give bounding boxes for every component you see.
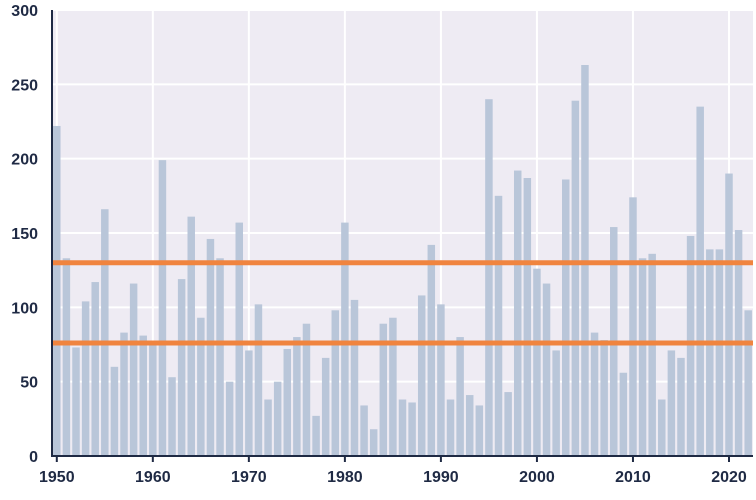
bar-2002 bbox=[552, 350, 560, 456]
bar-1957 bbox=[120, 332, 128, 456]
bar-2009 bbox=[619, 372, 628, 456]
y-tick-label: 300 bbox=[11, 3, 38, 20]
bar-2018 bbox=[706, 249, 714, 456]
bar-1995 bbox=[485, 99, 493, 456]
bar-1961 bbox=[158, 160, 167, 457]
bar-1959 bbox=[139, 335, 147, 456]
x-tick-label: 1950 bbox=[39, 469, 75, 486]
bar-1989 bbox=[427, 244, 436, 456]
bar-1976 bbox=[302, 323, 311, 456]
bar-1987 bbox=[408, 402, 416, 456]
bar-1973 bbox=[273, 381, 282, 456]
bar-2016 bbox=[686, 235, 695, 456]
bar-1960 bbox=[149, 341, 157, 456]
bar-2006 bbox=[590, 332, 599, 456]
bar-1965 bbox=[197, 317, 205, 456]
y-tick-label: 200 bbox=[11, 152, 38, 169]
bar-1975 bbox=[293, 337, 301, 456]
y-tick-label: 50 bbox=[20, 375, 38, 392]
bar-1996 bbox=[494, 195, 503, 457]
y-tick-labels: 0 50 100 150 200 250 300 bbox=[11, 3, 38, 466]
bar-2013 bbox=[658, 399, 666, 456]
bar-1985 bbox=[389, 317, 397, 456]
bar-1980 bbox=[341, 222, 349, 456]
bar-1962 bbox=[168, 377, 176, 456]
x-tick-label: 1970 bbox=[231, 469, 267, 486]
bar-1993 bbox=[465, 395, 474, 456]
bar-1979 bbox=[331, 310, 340, 456]
bar-1963 bbox=[177, 279, 186, 456]
bar-1977 bbox=[312, 415, 320, 456]
y-tick-label: 150 bbox=[11, 226, 38, 243]
bar-1981 bbox=[350, 299, 359, 456]
x-tick-labels: 1950 1960 1970 1980 1990 2000 2010 2020 bbox=[39, 469, 747, 486]
bar-1970 bbox=[245, 350, 253, 456]
bar-1988 bbox=[417, 295, 426, 456]
x-tick-label: 1980 bbox=[327, 469, 363, 486]
bar-1972 bbox=[264, 399, 272, 456]
bar-2007 bbox=[600, 340, 608, 456]
bar-2019 bbox=[715, 249, 724, 456]
bar-1994 bbox=[475, 405, 484, 456]
bar-1998 bbox=[513, 170, 522, 456]
bar-1951 bbox=[62, 258, 71, 456]
bar-1964 bbox=[187, 216, 195, 456]
bar-2015 bbox=[677, 357, 685, 456]
bar-1956 bbox=[110, 366, 119, 456]
bar-1967 bbox=[216, 258, 224, 456]
bar-1990 bbox=[437, 304, 445, 456]
bar-2022 bbox=[744, 310, 752, 456]
bar-2012 bbox=[648, 253, 656, 456]
y-tick-label: 100 bbox=[11, 300, 38, 317]
x-tick-label: 1960 bbox=[135, 469, 171, 486]
bar-1968 bbox=[225, 381, 234, 456]
bar-1971 bbox=[254, 304, 263, 456]
reference-lines bbox=[52, 260, 753, 346]
bar-1958 bbox=[129, 283, 138, 456]
bar-1950 bbox=[53, 125, 61, 457]
bar-1984 bbox=[379, 323, 388, 456]
bar-1955 bbox=[101, 209, 109, 456]
bar-2003 bbox=[562, 179, 570, 457]
bar-2014 bbox=[667, 350, 676, 456]
bar-2010 bbox=[629, 197, 637, 456]
bar-1992 bbox=[456, 337, 464, 456]
axes bbox=[51, 10, 753, 462]
bar-2004 bbox=[571, 100, 580, 456]
bar-1991 bbox=[446, 399, 455, 456]
bar-2017 bbox=[696, 106, 704, 456]
bar-1997 bbox=[504, 392, 512, 456]
y-tick-label: 250 bbox=[11, 77, 38, 94]
bar-1974 bbox=[283, 348, 292, 456]
bar-1952 bbox=[72, 347, 80, 456]
bar-1999 bbox=[523, 177, 532, 456]
bar-1969 bbox=[235, 222, 243, 456]
x-tick-label: 2020 bbox=[711, 469, 747, 486]
bar-2020 bbox=[725, 173, 733, 457]
bar-1982 bbox=[360, 405, 368, 456]
bar-1978 bbox=[321, 357, 330, 456]
bar-1954 bbox=[91, 282, 99, 456]
bar-1986 bbox=[398, 399, 407, 456]
x-tick-label: 2010 bbox=[615, 469, 651, 486]
x-tick-label: 1990 bbox=[423, 469, 459, 486]
bar-1953 bbox=[81, 301, 90, 456]
bar-1966 bbox=[206, 238, 215, 456]
bar-1983 bbox=[369, 429, 378, 456]
bar-2001 bbox=[542, 283, 551, 456]
bar-2011 bbox=[638, 258, 647, 456]
bar-2000 bbox=[533, 268, 541, 456]
y-tick-label: 0 bbox=[29, 449, 38, 466]
x-tick-label: 2000 bbox=[519, 469, 555, 486]
